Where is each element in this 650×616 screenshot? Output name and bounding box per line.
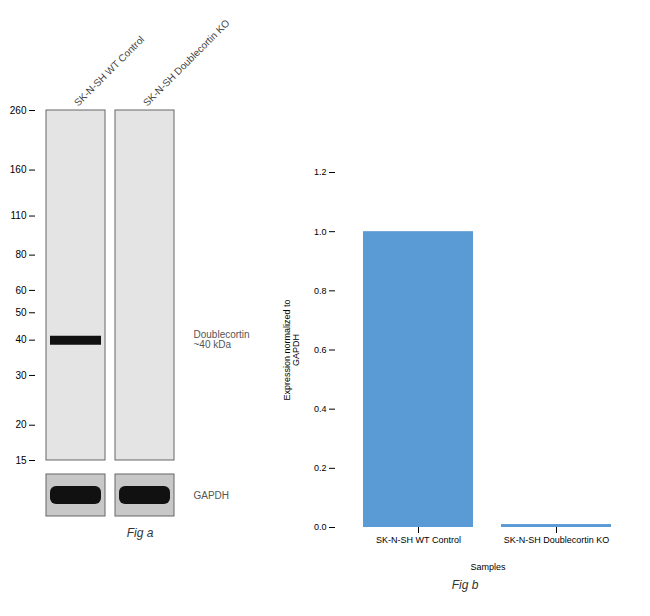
svg-text:0.4: 0.4 [314, 404, 327, 414]
html-text:Fig b: Fig b [451, 578, 479, 592]
svg-text:Samples: Samples [470, 562, 506, 572]
svg-text:Expression normalized toGAPDH: Expression normalized toGAPDH [282, 299, 301, 400]
svg-text:0.2: 0.2 [314, 463, 327, 473]
svg-text:1.0: 1.0 [314, 227, 327, 237]
svg-text:1.2: 1.2 [314, 167, 327, 177]
svg-text:GAPDH: GAPDH [194, 490, 230, 501]
svg-text:50: 50 [15, 307, 27, 318]
svg-text:SK-N-SH Doublecortin KO: SK-N-SH Doublecortin KO [141, 17, 232, 108]
svg-text:0.0: 0.0 [314, 522, 327, 532]
svg-text:160: 160 [10, 164, 27, 175]
svg-text:SK-N-SH Doublecortin KO: SK-N-SH Doublecortin KO [504, 535, 610, 545]
svg-text:Doublecortin~40 kDa: Doublecortin~40 kDa [194, 329, 250, 350]
svg-text:0.6: 0.6 [314, 345, 327, 355]
svg-text:110: 110 [11, 210, 27, 221]
svg-text:SK-N-SH WT Control: SK-N-SH WT Control [72, 34, 146, 108]
svg-text:260: 260 [10, 105, 27, 116]
svg-text:0.8: 0.8 [314, 286, 327, 296]
svg-text:40: 40 [15, 334, 27, 345]
svg-text:15: 15 [15, 455, 27, 466]
svg-text:SK-N-SH WT Control: SK-N-SH WT Control [376, 535, 461, 545]
svg-text:20: 20 [15, 419, 27, 430]
svg-text:80: 80 [15, 249, 27, 260]
svg-text:60: 60 [15, 285, 27, 296]
html-text:Fig a: Fig a [126, 526, 154, 540]
svg-text:30: 30 [15, 370, 27, 381]
